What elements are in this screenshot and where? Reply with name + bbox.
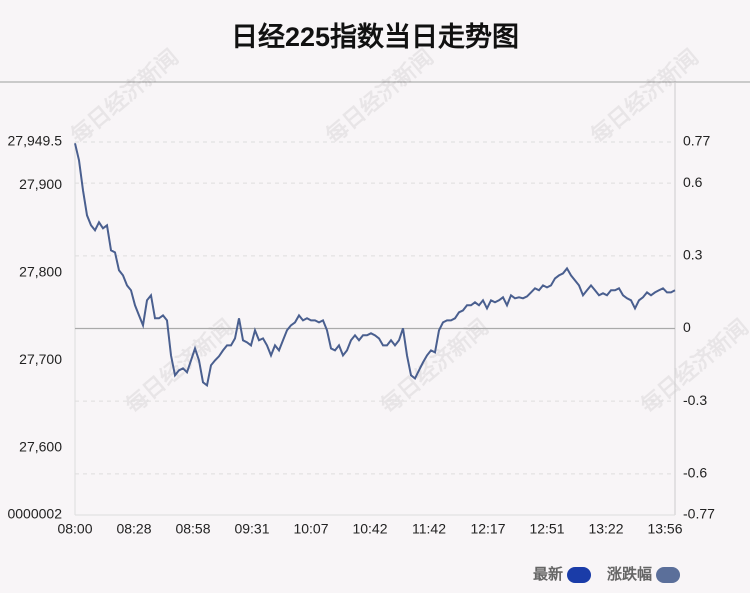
legend-swatch	[567, 567, 592, 583]
y-tick-label: 27,800	[19, 264, 62, 280]
x-tick-label: 13:56	[647, 521, 682, 537]
x-tick-label: 08:28	[116, 521, 151, 537]
y2-tick-label: 0.77	[683, 133, 710, 149]
x-tick-label: 10:07	[293, 521, 328, 537]
y-tick-label: 27,700	[19, 351, 62, 367]
x-tick-label: 09:31	[234, 521, 269, 537]
x-tick-label: 11:42	[412, 521, 446, 537]
y2-tick-label: -0.3	[683, 392, 707, 408]
y2-tick-label: -0.77	[683, 506, 715, 522]
x-tick-label: 12:51	[529, 521, 564, 537]
y2-tick-label: 0.6	[683, 174, 703, 190]
x-tick-label: 12:17	[470, 521, 505, 537]
y-tick-label: 27,600	[19, 439, 62, 455]
legend-label: 涨跌幅	[607, 565, 652, 583]
y-tick-label: 0000002	[7, 506, 62, 522]
x-tick-label: 08:58	[175, 521, 210, 537]
legend-swatch	[656, 567, 681, 583]
x-tick-label: 08:00	[57, 521, 92, 537]
y-tick-label: 27,949.5	[8, 133, 63, 149]
y-tick-label: 27,900	[19, 176, 62, 192]
x-tick-label: 10:42	[352, 521, 387, 537]
chart-title: 日经225指数当日走势图	[231, 21, 519, 52]
y2-tick-label: 0.3	[683, 247, 703, 263]
x-tick-label: 13:22	[588, 521, 623, 537]
y2-tick-label: 0	[683, 319, 691, 335]
legend-label: 最新	[533, 565, 563, 583]
price-line	[74, 143, 676, 388]
y2-tick-label: -0.6	[683, 465, 707, 481]
